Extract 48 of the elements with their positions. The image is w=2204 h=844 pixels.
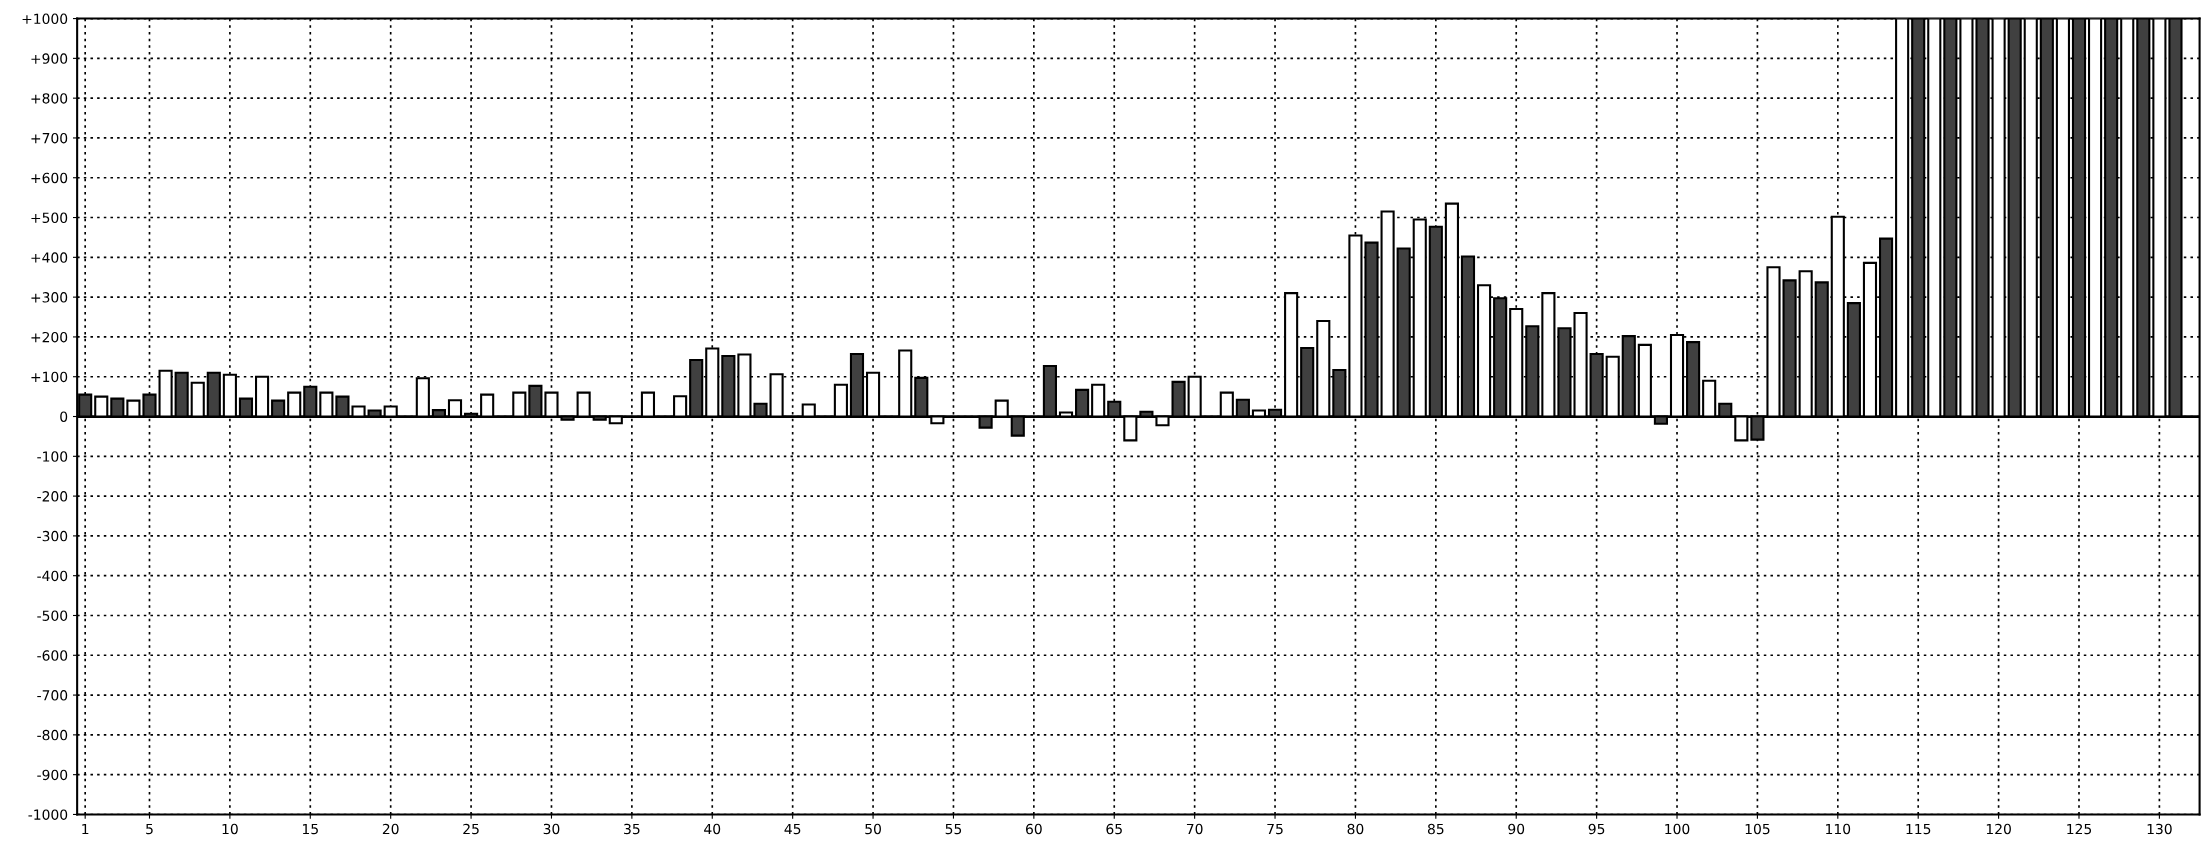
x-tick-label: 80 (1347, 823, 1364, 835)
y-tick-label: 0 (60, 411, 68, 422)
x-tick-label: 35 (624, 823, 640, 835)
y-tick-label: +500 (31, 212, 68, 224)
y-tick-label: +400 (31, 252, 68, 263)
y-tick-label: +900 (31, 53, 68, 64)
y-tick-label: +100 (31, 371, 68, 383)
y-tick-label: -800 (37, 729, 68, 741)
x-tick-label: 125 (2067, 823, 2092, 835)
x-tick-label: 95 (1588, 823, 1605, 835)
x-tick-label: 15 (302, 823, 318, 835)
x-tick-label: 85 (1427, 823, 1444, 835)
x-tick-label: 10 (222, 823, 238, 835)
y-tick-label: -100 (37, 451, 68, 462)
x-tick-label: 110 (1826, 823, 1851, 835)
x-tick-label: 120 (1986, 823, 2011, 835)
x-tick-label: 1 (82, 823, 89, 835)
x-tick-label: 40 (704, 823, 721, 835)
y-tick-label: -600 (37, 650, 68, 661)
x-tick-label: 25 (463, 823, 479, 835)
y-tick-label: +200 (31, 331, 68, 343)
x-tick-label: 45 (784, 823, 801, 835)
x-tick-label: 30 (543, 823, 560, 835)
y-tick-label: -500 (37, 610, 68, 621)
x-tick-label: 65 (1106, 823, 1122, 835)
x-tick-label: 90 (1508, 823, 1525, 835)
x-tick-label: 55 (945, 823, 962, 835)
x-tick-label: 130 (2147, 823, 2172, 835)
x-tick-label: 100 (1665, 823, 1690, 835)
y-tick-label: +1000 (22, 13, 68, 25)
x-tick-label: 70 (1186, 823, 1203, 835)
y-tick-label: -900 (37, 769, 68, 781)
y-tick-label: +300 (31, 292, 68, 303)
y-tick-label: +700 (31, 132, 68, 144)
x-tick-label: 115 (1906, 823, 1931, 835)
x-tick-label: 5 (146, 823, 153, 835)
y-tick-label: +600 (31, 172, 68, 184)
x-tick-label: 75 (1267, 823, 1283, 835)
y-tick-label: -700 (37, 690, 68, 701)
y-tick-label: -200 (37, 491, 68, 502)
y-tick-label: -400 (37, 570, 68, 582)
x-tick-label: 105 (1745, 823, 1770, 835)
x-tick-label: 20 (382, 823, 399, 835)
y-tick-label: +800 (31, 93, 68, 104)
x-tick-label: 60 (1025, 823, 1042, 835)
y-tick-label: -300 (37, 530, 68, 542)
y-tick-label: -1000 (28, 809, 68, 820)
x-tick-label: 50 (865, 823, 881, 835)
